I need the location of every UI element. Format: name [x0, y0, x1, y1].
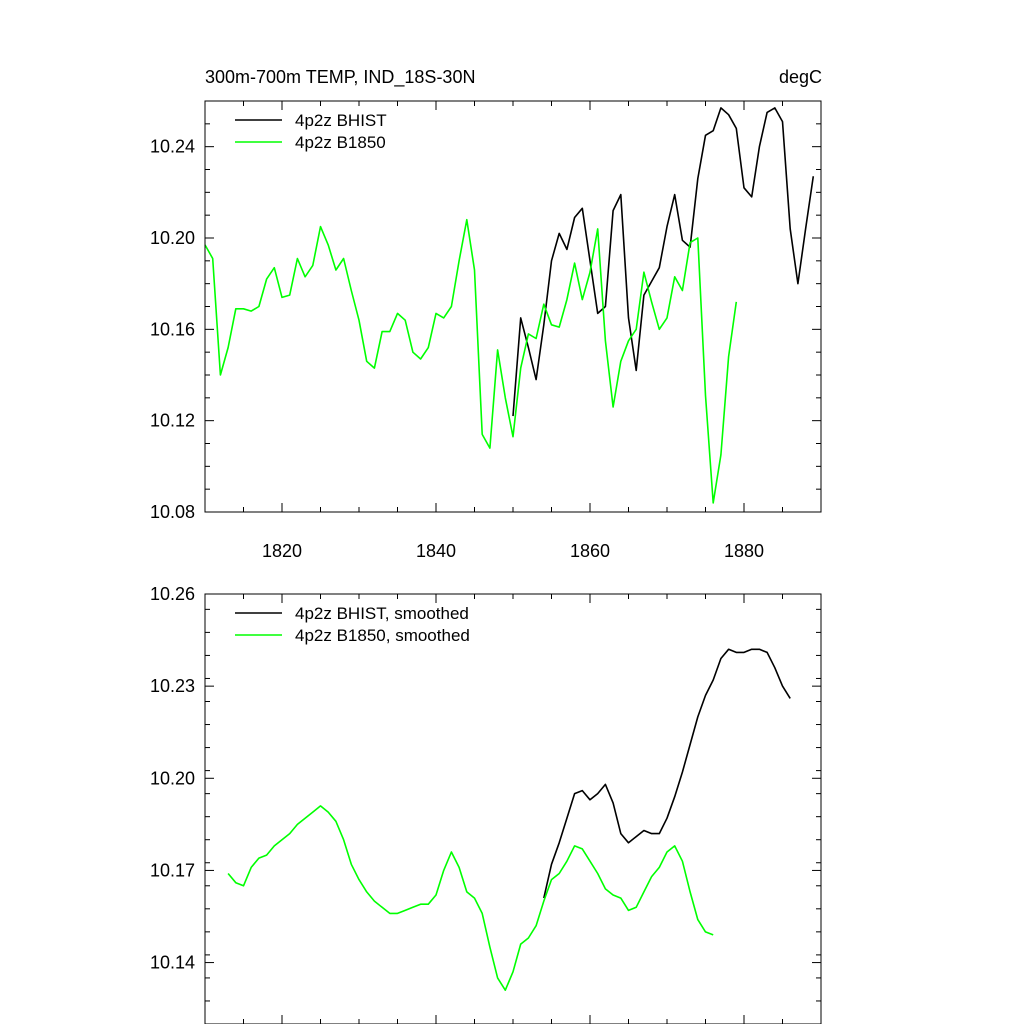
x-tick-label: 1840 [416, 541, 456, 561]
chart-units: degC [779, 67, 822, 87]
bottom-plot-frame [204, 593, 822, 1024]
y-tick-label: 10.16 [150, 319, 195, 339]
legend-label-bhist-smoothed: 4p2z BHIST, smoothed [295, 604, 469, 623]
y-tick-label: 10.12 [150, 411, 195, 431]
bottom-legend: 4p2z BHIST, smoothed 4p2z B1850, smoothe… [235, 604, 470, 645]
top-plot-lines [204, 107, 815, 504]
y-tick-label: 10.17 [150, 860, 195, 880]
y-tick-label: 10.14 [150, 953, 195, 973]
panel-bottom: 10.14 10.17 10.20 10.23 10.26 4p2z BHIST, sm… [150, 584, 822, 1024]
bottom-plot-lines [227, 648, 791, 992]
y-tick-label: 10.20 [150, 768, 195, 788]
top-y-tick-labels: 10.08 10.12 10.16 10.20 10.24 [150, 137, 195, 522]
top-plot-frame [204, 100, 822, 513]
panel-top: 300m-700m TEMP, IND_18S-30N degC 10.0810… [150, 67, 822, 561]
y-tick-label: 10.08 [150, 502, 195, 522]
chart-title: 300m-700m TEMP, IND_18S-30N [205, 67, 475, 88]
series-line-bhist [543, 648, 791, 899]
series-line-b1850 [204, 218, 738, 504]
series-line-bhist [512, 107, 815, 417]
x-tick-label: 1880 [724, 541, 764, 561]
top-axis-ticks [204, 100, 822, 513]
legend-label-b1850-smoothed: 4p2z B1850, smoothed [295, 626, 470, 645]
x-tick-label: 1860 [570, 541, 610, 561]
legend-label-bhist: 4p2z BHIST [295, 111, 387, 130]
top-legend: 4p2z BHIST 4p2z B1850 [235, 111, 387, 152]
x-tick-label: 1820 [262, 541, 302, 561]
legend-label-b1850: 4p2z B1850 [295, 133, 386, 152]
series-line-b1850 [227, 805, 714, 992]
y-tick-label: 10.26 [150, 584, 195, 604]
y-tick-label: 10.20 [150, 228, 195, 248]
bottom-axis-ticks [204, 593, 822, 1024]
y-tick-label: 10.24 [150, 137, 195, 157]
y-tick-label: 10.23 [150, 676, 195, 696]
bottom-y-tick-labels: 10.14 10.17 10.20 10.23 10.26 [150, 584, 195, 973]
top-x-tick-labels: 1820 1840 1860 1880 [262, 541, 764, 561]
